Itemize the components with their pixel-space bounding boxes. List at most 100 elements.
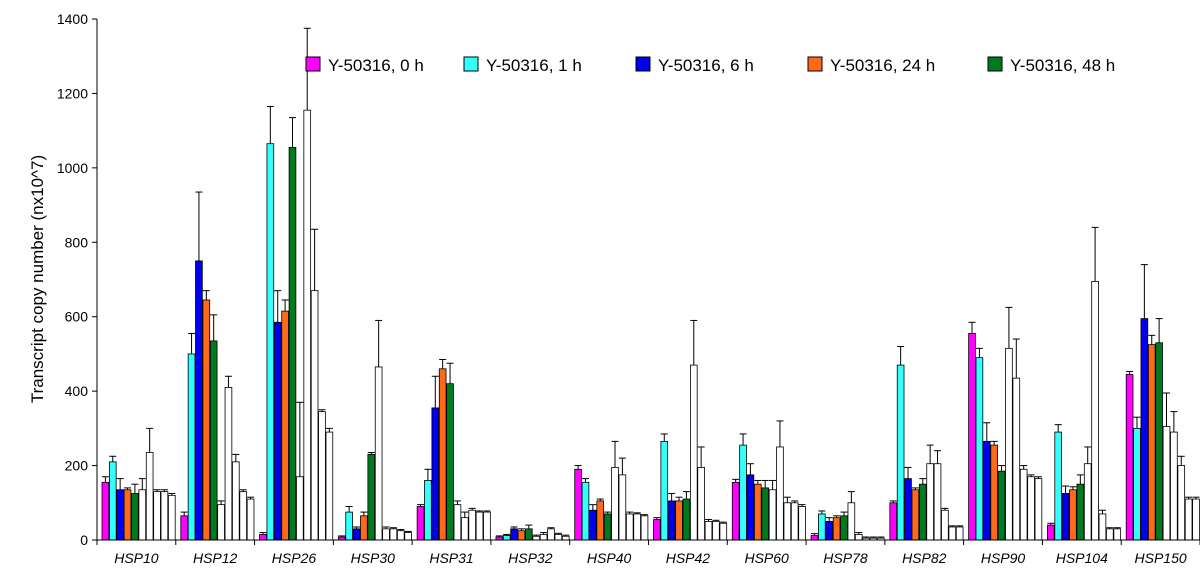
bar-hsp82-series-9	[948, 526, 957, 541]
bar-hsp26-series-10	[325, 431, 334, 541]
bar-hsp82-series-2	[896, 364, 905, 541]
bar-hsp30-series-9	[396, 530, 405, 541]
x-tick-label-hsp90: HSP90	[981, 550, 1026, 566]
bar-hsp104-series-5	[1076, 483, 1085, 541]
bar-hsp104-series-9	[1106, 528, 1114, 541]
bar-hsp31-series-7	[461, 517, 469, 541]
x-tick-label-hsp78: HSP78	[823, 550, 868, 566]
bar-hsp60-series-4	[754, 483, 762, 541]
bar-hsp82-series-3	[904, 478, 912, 541]
bar-hsp60-series-8	[783, 502, 792, 541]
bar-hsp12-series-7	[224, 387, 233, 541]
bar-hsp104-series-4	[1069, 489, 1077, 541]
axes-layer: 0 200 400 600 800 1000 1200 1400 HSP10 HSP12 HSP26…	[57, 11, 1200, 566]
bar-hsp30-series-4	[360, 515, 368, 541]
bar-hsp42-series-9	[712, 520, 720, 541]
bar-hsp26-series-4	[281, 310, 289, 541]
bar-hsp82-series-5	[918, 483, 927, 541]
bar-hsp40-series-6	[611, 467, 619, 541]
legend-swatch-3	[635, 56, 651, 72]
y-tick-label-600: 600	[65, 309, 89, 325]
bar-hsp82-series-6	[926, 463, 934, 541]
bar-hsp30-series-5	[367, 454, 376, 541]
bar-hsp78-series-1	[810, 535, 819, 541]
bar-hsp31-series-2	[424, 480, 432, 541]
bar-hsp32-series-7	[539, 534, 548, 541]
bar-hsp150-series-2	[1133, 427, 1141, 541]
bar-hsp31-series-1	[416, 506, 425, 541]
bar-hsp10-series-3	[116, 489, 124, 541]
bar-hsp10-series-7	[145, 452, 154, 541]
bar-hsp60-series-2	[739, 444, 747, 541]
bar-hsp12-series-3	[195, 260, 203, 541]
bars-layer	[101, 27, 1200, 541]
bar-hsp90-series-5	[997, 470, 1006, 541]
bar-hsp26-series-1	[259, 534, 267, 541]
bar-hsp90-series-10	[1034, 478, 1043, 541]
bar-hsp12-series-1	[180, 515, 188, 541]
legend-swatch-1	[305, 56, 321, 72]
bar-hsp150-series-6	[1162, 426, 1171, 541]
bar-hsp60-series-10	[798, 506, 806, 541]
bar-hsp104-series-3	[1061, 493, 1070, 541]
bar-hsp30-series-8	[389, 528, 398, 541]
legend-label-2: Y-50316, 1 h	[486, 56, 582, 75]
bar-hsp150-series-9	[1184, 498, 1193, 541]
bar-hsp60-series-9	[790, 502, 799, 541]
bar-hsp10-series-1	[101, 481, 110, 541]
bar-hsp32-series-8	[547, 528, 555, 541]
bar-hsp30-series-2	[345, 511, 353, 541]
bar-hsp150-series-8	[1177, 465, 1186, 541]
x-tick-label-hsp150: HSP150	[1135, 550, 1187, 566]
bar-hsp10-series-8	[153, 491, 161, 541]
legend-label-4: Y-50316, 24 h	[830, 56, 935, 75]
x-tick-label-hsp12: HSP12	[193, 550, 238, 566]
x-tick-label-hsp40: HSP40	[587, 550, 632, 566]
legend-label-1: Y-50316, 0 h	[328, 56, 424, 75]
y-tick-label-1200: 1200	[57, 85, 88, 101]
bar-hsp10-series-10	[168, 494, 176, 541]
y-tick-label-1000: 1000	[57, 160, 88, 176]
bar-hsp12-series-2	[187, 353, 196, 541]
bar-hsp42-series-7	[697, 467, 705, 541]
bar-hsp78-series-4	[832, 517, 841, 541]
bar-hsp150-series-4	[1147, 344, 1156, 541]
legend-label-3: Y-50316, 6 h	[658, 56, 754, 75]
bar-hsp82-series-10	[955, 526, 964, 541]
bar-hsp90-series-7	[1012, 377, 1021, 541]
bar-hsp40-series-8	[625, 513, 634, 541]
bar-hsp10-series-4	[123, 489, 132, 541]
x-tick-label-hsp82: HSP82	[902, 550, 947, 566]
bar-hsp104-series-6	[1083, 463, 1092, 541]
bar-hsp42-series-1	[653, 519, 661, 541]
bar-hsp104-series-7	[1091, 280, 1099, 541]
bar-hsp90-series-4	[990, 444, 998, 541]
bar-hsp78-series-3	[825, 520, 834, 541]
bar-hsp60-series-5	[761, 487, 769, 541]
bar-hsp10-series-6	[138, 489, 147, 541]
bar-hsp82-series-8	[941, 509, 949, 541]
bar-hsp90-series-1	[968, 333, 976, 541]
bar-hsp31-series-4	[438, 368, 447, 541]
bar-hsp78-series-5	[840, 515, 848, 541]
bar-hsp26-series-7	[303, 109, 312, 541]
bar-hsp78-series-7	[854, 534, 863, 541]
bar-hsp31-series-8	[468, 509, 476, 541]
bar-hsp40-series-1	[574, 468, 582, 541]
bar-hsp26-series-9	[318, 411, 326, 541]
x-tick-label-hsp104: HSP104	[1056, 550, 1108, 566]
bar-hsp42-series-3	[667, 500, 676, 541]
x-tick-label-hsp26: HSP26	[272, 550, 317, 566]
bar-hsp32-series-4	[517, 530, 526, 541]
bar-hsp150-series-1	[1125, 373, 1134, 541]
y-axis-title: Transcript copy number (nx10^7)	[28, 155, 47, 403]
bar-hsp32-series-9	[554, 534, 563, 541]
bar-hsp42-series-10	[719, 522, 728, 541]
x-tick-label-hsp60: HSP60	[744, 550, 789, 566]
bar-hsp150-series-10	[1192, 498, 1200, 541]
bar-hsp32-series-5	[525, 528, 533, 541]
bar-hsp60-series-3	[746, 474, 755, 541]
bar-hsp90-series-3	[983, 440, 991, 541]
bar-hsp32-series-6	[532, 535, 541, 541]
